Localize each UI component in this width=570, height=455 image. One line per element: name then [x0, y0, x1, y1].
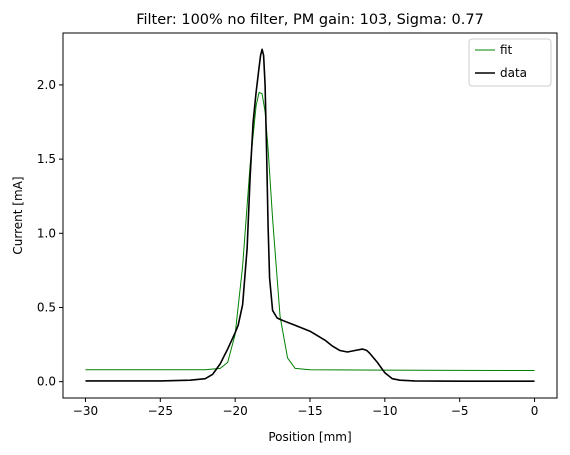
x-axis-label: Position [mm]	[268, 430, 351, 444]
x-tick-label: −20	[222, 404, 247, 418]
y-tick-label: 2.0	[37, 78, 56, 92]
y-tick-label: 0.0	[37, 375, 56, 389]
legend: fit data	[468, 38, 552, 87]
y-tick-label: 1.0	[37, 226, 56, 240]
legend-box	[468, 38, 552, 87]
y-tick-label: 1.5	[37, 152, 56, 166]
x-tick-label: −15	[297, 404, 322, 418]
x-tick-label: −30	[73, 404, 98, 418]
x-tick-label: −5	[451, 404, 469, 418]
x-tick-label: 0	[531, 404, 539, 418]
plot-background	[63, 33, 557, 398]
chart-title: Filter: 100% no filter, PM gain: 103, Si…	[136, 12, 484, 28]
series-line-fit	[85, 91, 535, 372]
series-line-data	[85, 48, 535, 383]
series-layer	[85, 48, 535, 383]
x-axis: −30 −25 −20 −15 −10 −5 0	[73, 398, 539, 418]
y-tick-label: 0.5	[37, 300, 56, 314]
x-tick-label: −10	[372, 404, 397, 418]
x-tick-label: −25	[148, 404, 173, 418]
legend-label-data: data	[500, 66, 527, 80]
y-axis: 0.0 0.5 1.0 1.5 2.0	[37, 78, 63, 389]
y-axis-label: Current [mA]	[11, 176, 25, 254]
legend-label-fit: fit	[500, 43, 513, 57]
